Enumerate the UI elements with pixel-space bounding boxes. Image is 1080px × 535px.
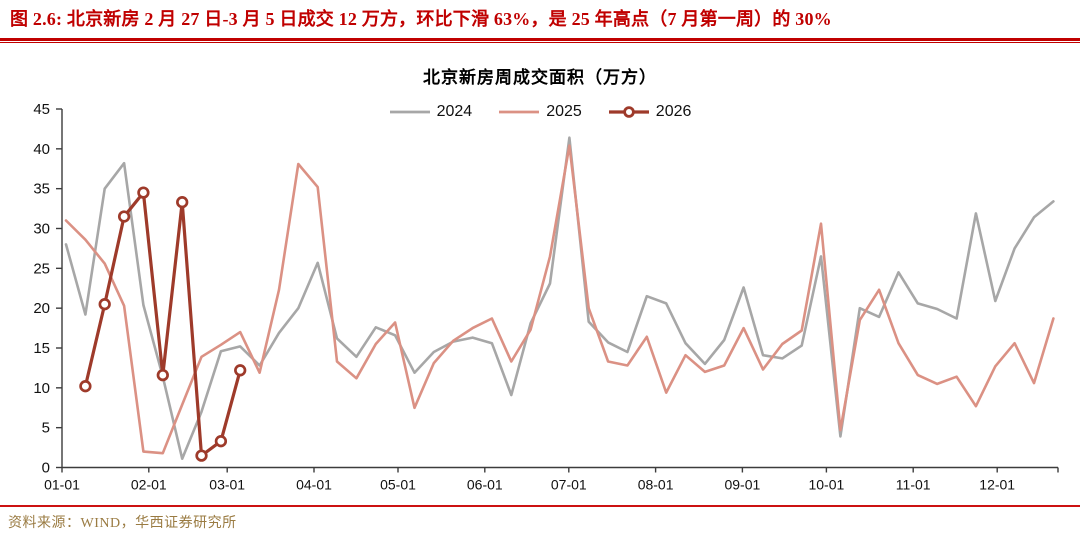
legend-item-2024: 2024 — [389, 103, 473, 121]
chart-title: 北京新房周成交面积（万方） — [423, 68, 657, 87]
x-tick-label: 01-01 — [44, 477, 80, 493]
x-tick-label: 03-01 — [209, 477, 245, 493]
y-tick-label: 25 — [33, 260, 50, 277]
data-point-marker-2026 — [195, 449, 208, 462]
x-tick-label: 02-01 — [131, 477, 167, 493]
data-point-marker-2026 — [98, 298, 111, 311]
legend-item-2026: 2026 — [608, 103, 692, 121]
data-point-marker-2026 — [234, 364, 247, 377]
chart-legend: 2024 2025 2026 — [0, 100, 1080, 124]
x-tick-label: 06-01 — [467, 477, 503, 493]
legend-line-swatch — [389, 110, 430, 114]
legend-label: 2025 — [546, 103, 582, 120]
series-line-2025 — [64, 144, 1055, 455]
y-tick-label: 10 — [33, 380, 50, 397]
legend-item-2025: 2025 — [498, 103, 582, 121]
data-point-marker-2026 — [176, 196, 189, 209]
series-line-2026 — [83, 191, 242, 458]
legend-line-marker-swatch — [608, 106, 649, 118]
x-tick-label: 07-01 — [551, 477, 587, 493]
y-tick-label: 15 — [33, 340, 50, 357]
title-underline — [0, 38, 1080, 43]
legend-label: 2024 — [436, 103, 473, 120]
y-tick-label: 35 — [33, 181, 50, 198]
y-tick-label: 20 — [33, 300, 50, 317]
y-tick-label: 40 — [33, 141, 50, 158]
legend-line-swatch — [499, 110, 540, 114]
series-line-2024 — [64, 136, 1055, 461]
footer-rule — [0, 505, 1080, 507]
data-point-marker-2026 — [117, 210, 131, 223]
x-tick-label: 09-01 — [724, 477, 760, 493]
data-point-marker-2026 — [156, 368, 169, 382]
data-point-marker-2026 — [214, 435, 228, 448]
title-underline-thick — [0, 38, 1080, 41]
y-tick-label: 45 — [33, 101, 50, 118]
x-tick-label: 10-01 — [808, 477, 844, 493]
title-underline-thin — [0, 42, 1080, 43]
y-tick-label: 5 — [42, 420, 50, 437]
y-tick-label: 30 — [33, 221, 50, 238]
x-tick-label: 11-01 — [896, 477, 931, 493]
legend-label: 2026 — [655, 103, 692, 120]
figure-title: 图 2.6: 北京新房 2 月 27 日-3 月 5 日成交 12 万方，环比下… — [10, 9, 832, 29]
x-tick-label: 05-01 — [380, 477, 416, 493]
x-tick-label: 08-01 — [638, 477, 674, 493]
y-tick-label: 0 — [42, 460, 50, 477]
x-tick-label: 12-01 — [979, 477, 1015, 493]
data-point-marker-2026 — [137, 186, 150, 199]
x-tick-label: 04-01 — [296, 477, 332, 493]
data-point-marker-2026 — [79, 380, 92, 393]
source-note: 资料来源：WIND，华西证券研究所 — [8, 516, 237, 531]
